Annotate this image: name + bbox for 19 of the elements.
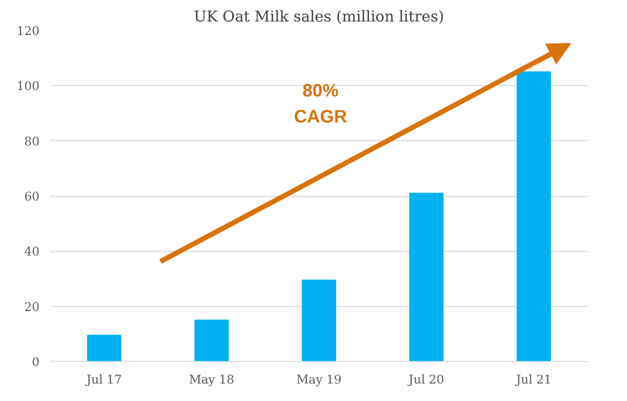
chart-title: UK Oat Milk sales (million litres) [194, 8, 444, 26]
bar [194, 320, 229, 362]
x-tick-label: Jul 20 [406, 372, 444, 386]
y-tick-label: 60 [24, 190, 40, 204]
bar [87, 334, 122, 362]
x-tick-label: Jul 21 [514, 372, 552, 386]
x-tick-label: Jul 17 [84, 372, 122, 386]
y-tick-label: 120 [16, 24, 40, 38]
y-tick-label: 100 [16, 79, 40, 94]
annotation: 80% CAGR [294, 80, 347, 126]
bar [409, 192, 444, 362]
y-tick-label: 0 [32, 355, 40, 369]
bar [302, 280, 336, 362]
x-tick-label: May 19 [296, 372, 342, 386]
y-tick-label: 40 [24, 244, 40, 259]
y-tick-label: 80 [24, 134, 40, 148]
y-tick-label: 20 [24, 300, 40, 314]
x-tick-label: May 18 [188, 372, 234, 386]
bar [516, 71, 551, 362]
